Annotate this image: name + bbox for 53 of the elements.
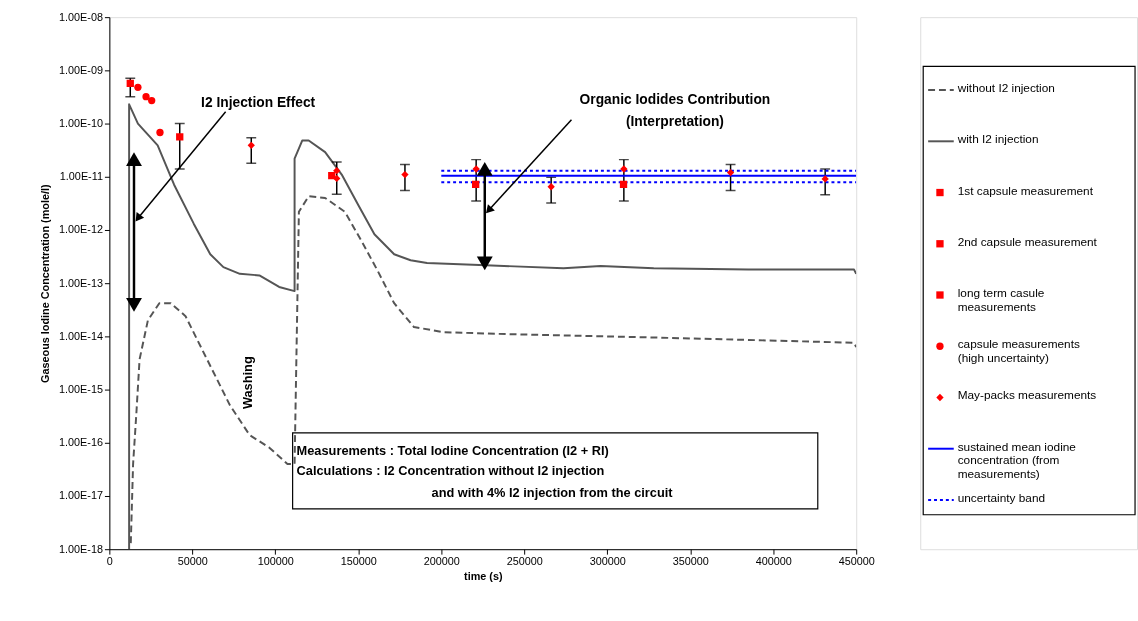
x-tick-label: 100000 [257, 555, 294, 568]
legend-label: 2nd capsule measurement [957, 234, 1098, 249]
legend-label: capsule measurements (high uncertainty) [957, 337, 1080, 366]
y-axis-title: Gaseous Iodine Concentration (mole/l) [39, 184, 52, 383]
x-tick-label: 250000 [506, 555, 543, 568]
y-tick-label: 1.00E-15 [59, 383, 103, 396]
point [726, 168, 735, 177]
point [126, 79, 134, 88]
point [333, 167, 341, 175]
x-tick-label: 0 [106, 555, 113, 568]
point [547, 183, 555, 191]
annotation: Measurements : Total Iodine Concentration (I2 + RI) [296, 442, 609, 458]
point [148, 96, 156, 105]
annotation: Calculations : I2 Concentration without I2 injection [296, 463, 605, 479]
point [247, 141, 255, 149]
y-tick-label: 1.00E-09 [59, 63, 103, 76]
legend-label: sustained mean iodine concentration (from measurements) [957, 439, 1077, 482]
x-axis-title: time (s) [464, 570, 503, 583]
legend-label: May-packs measurements [957, 388, 1097, 403]
y-tick-label: 1.00E-16 [59, 436, 103, 449]
point [134, 83, 142, 91]
legend-label: 1st capsule measurement [957, 183, 1094, 198]
point [142, 93, 150, 101]
legend-label: without I2 injection [956, 81, 1055, 96]
x-tick-label: 400000 [755, 555, 792, 568]
annotation: I2 Injection Effect [201, 94, 316, 110]
x-tick-label: 200000 [423, 555, 460, 568]
y-tick-label: 1.00E-18 [59, 542, 103, 555]
x-tick-label: 350000 [672, 555, 709, 568]
legend-label: with I2 injection [956, 132, 1039, 147]
y-tick-label: 1.00E-14 [59, 329, 103, 342]
y-tick-label: 1.00E-11 [59, 170, 103, 183]
annotation: (Interpretation) [625, 113, 724, 129]
point [333, 174, 341, 183]
x-tick-label: 150000 [340, 555, 377, 568]
annotation: Washing [240, 356, 256, 410]
x-tick-label: 300000 [589, 555, 626, 568]
x-tick-label: 50000 [177, 555, 208, 568]
y-tick-label: 1.00E-08 [59, 10, 103, 23]
point [156, 128, 164, 137]
x-tick-label: 450000 [838, 555, 875, 568]
point [472, 180, 480, 189]
point [401, 170, 409, 179]
y-tick-label: 1.00E-12 [59, 223, 103, 236]
annotation: Organic Iodides Contribution [579, 91, 771, 107]
y-tick-label: 1.00E-17 [59, 489, 103, 502]
annotation: and with 4% I2 injection from the circuit [431, 484, 674, 500]
y-tick-label: 1.00E-13 [59, 276, 103, 289]
point [176, 133, 184, 141]
legend-label: uncertainty band [957, 490, 1046, 505]
legend-label: long term casule measurements [957, 285, 1045, 314]
point [619, 180, 628, 189]
y-tick-label: 1.00E-10 [59, 117, 103, 130]
